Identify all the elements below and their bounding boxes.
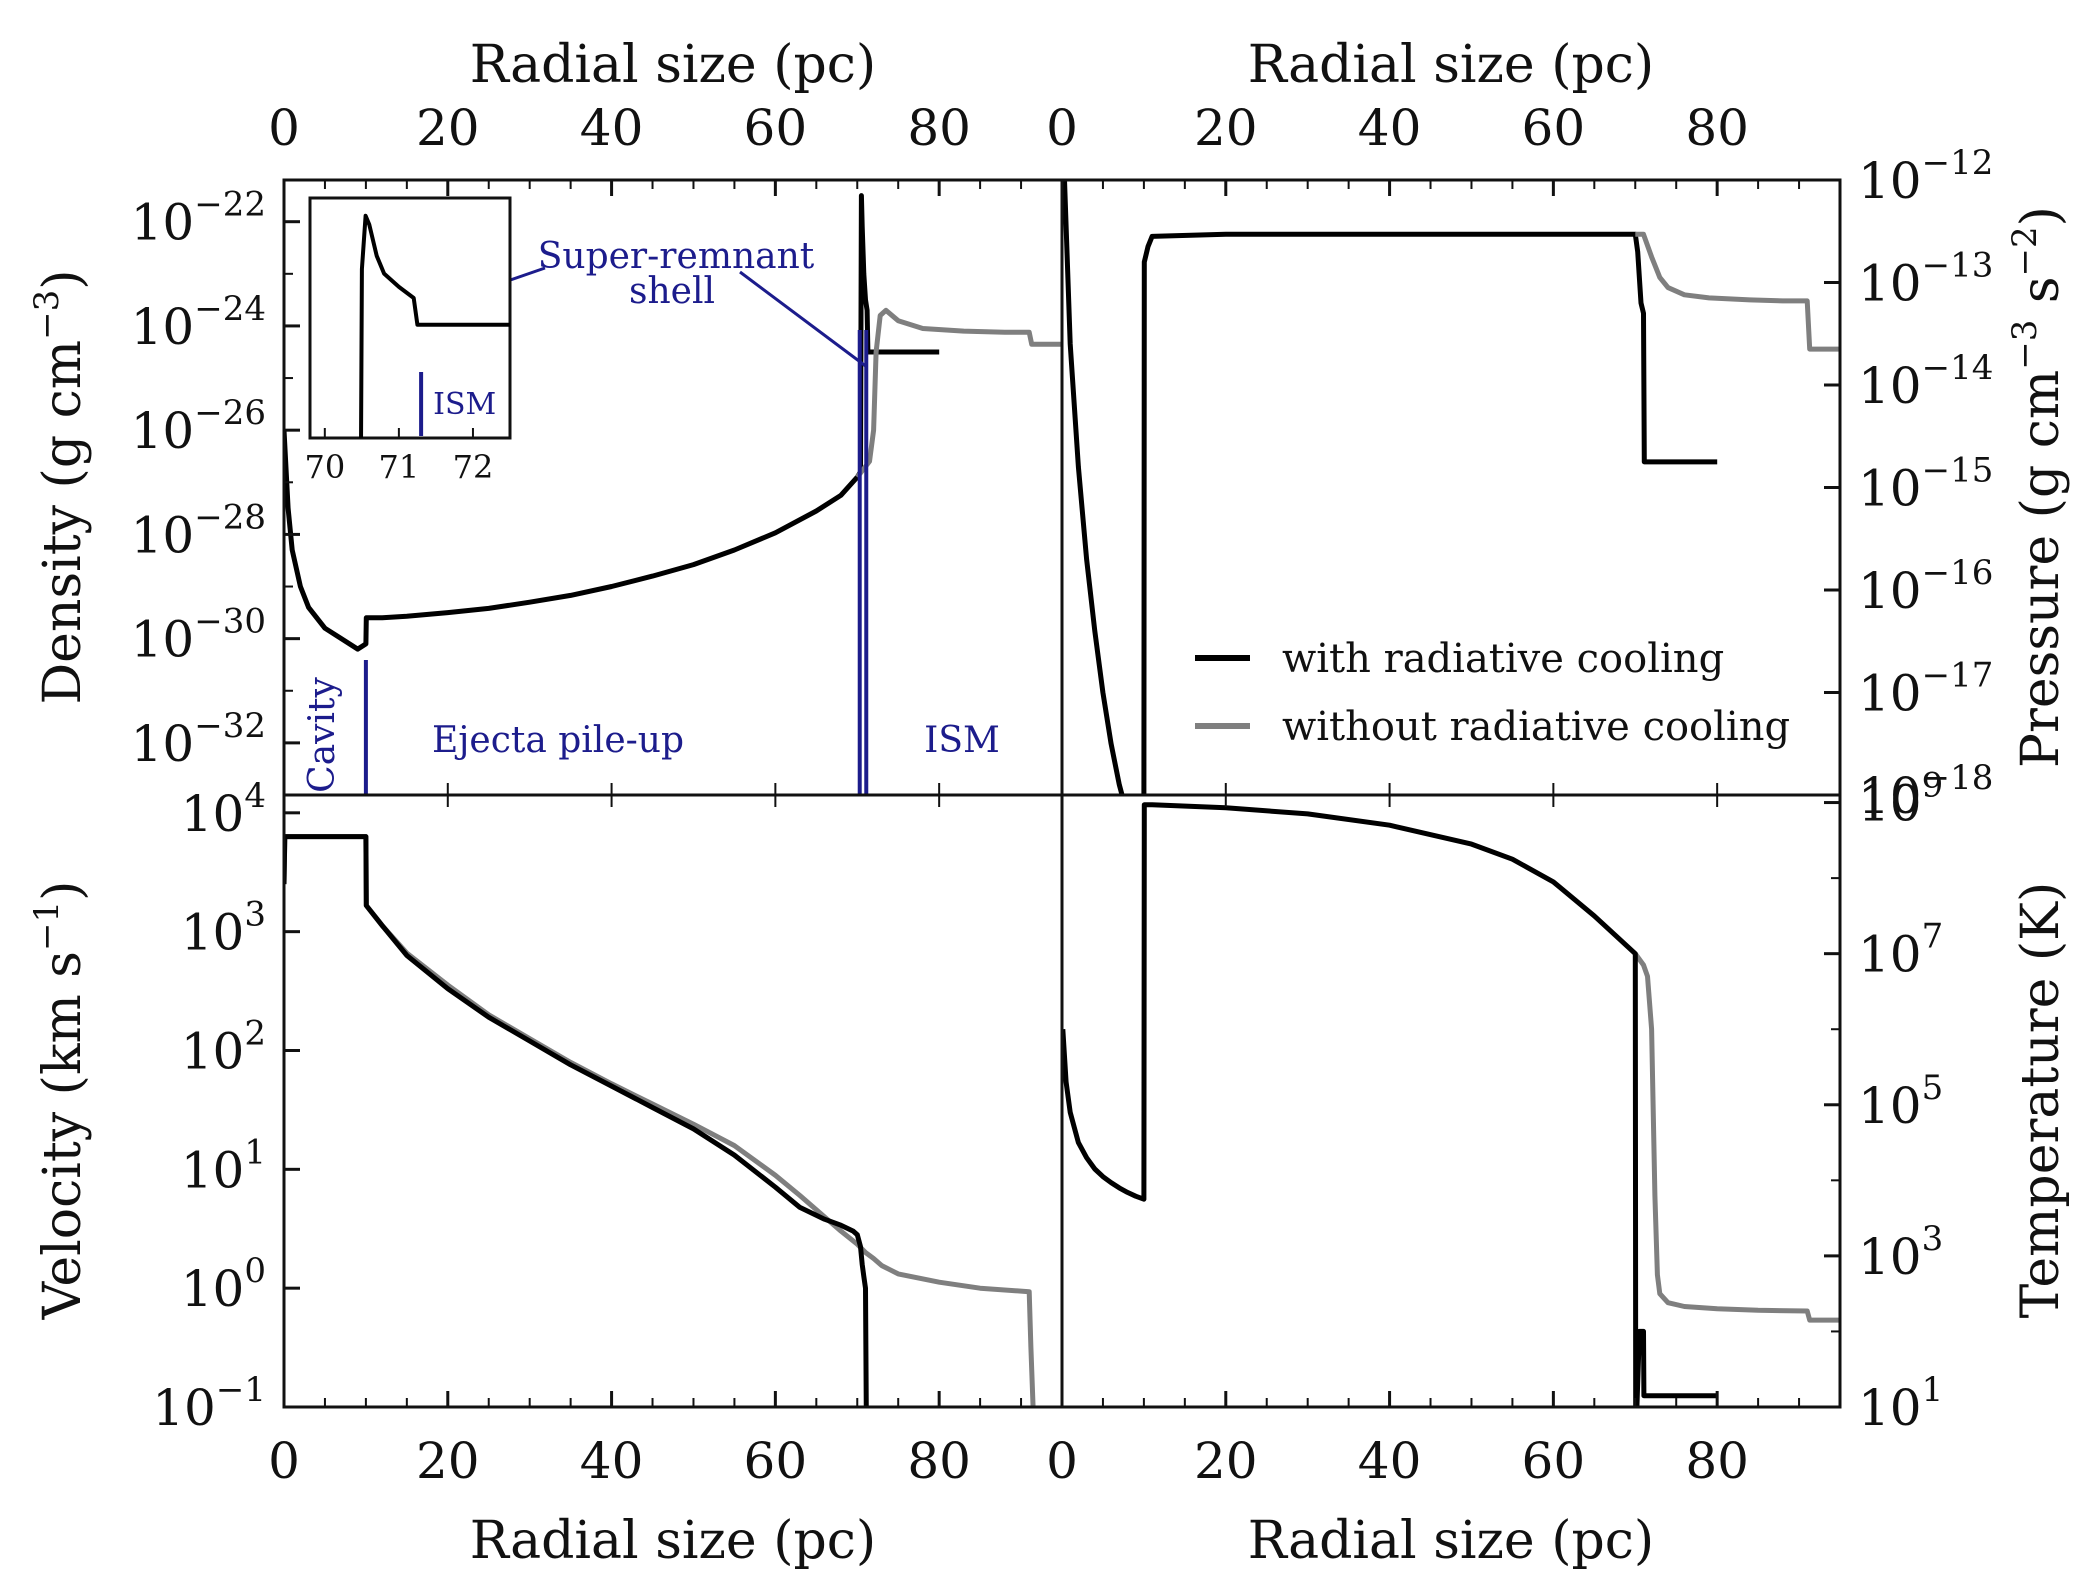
x-tick-label-top: 20 — [416, 99, 480, 157]
density-y-tick-label: 10−30 — [131, 602, 266, 669]
inset-frame — [308, 196, 512, 440]
velocity-y-tick-label: 104 — [181, 776, 266, 843]
pressure-y-tick-label: 10−13 — [1858, 246, 1993, 313]
x-tick-label-bottom: 40 — [1358, 1432, 1422, 1490]
density-y-tick-label: 10−22 — [131, 185, 266, 252]
temperature-series-group — [1062, 802, 1840, 1407]
density-y-tick-label: 10−24 — [131, 289, 266, 356]
pressure-y-tick-label: 10−17 — [1858, 656, 1993, 723]
density-y-tick-label: 10−28 — [131, 497, 266, 564]
pressure-series-without-cooling — [1635, 231, 1840, 352]
x-tick-label-top: 20 — [1194, 99, 1258, 157]
pressure-series-group — [1062, 180, 1840, 795]
temperature-series-with-cooling — [1062, 802, 1718, 1407]
pressure-y-tick-label: 10−12 — [1858, 143, 1993, 210]
legend: with radiative cooling without radiative… — [1195, 636, 1790, 750]
density-y-tick-label: 10−32 — [131, 706, 266, 773]
x-tick-label-bottom: 0 — [1046, 1432, 1078, 1490]
x-tick-label-bottom: 80 — [1685, 1432, 1749, 1490]
pressure-ylabel: Pressure (g cm−3 s−2) — [2005, 206, 2071, 768]
inset-x-tick-label: 71 — [379, 448, 420, 486]
pressure-series-with-cooling — [1062, 180, 1718, 795]
density-series-without-cooling — [855, 307, 1062, 479]
bottom-left-xlabel: Radial size (pc) — [470, 1511, 876, 1571]
x-tick-label-top: 60 — [744, 99, 808, 157]
x-tick-label-bottom: 20 — [416, 1432, 480, 1490]
inset-axis: 70 71 72 — [304, 428, 493, 486]
velocity-y-tick-label: 100 — [181, 1251, 266, 1318]
legend-label-with-cooling: with radiative cooling — [1282, 636, 1724, 682]
x-tick-label-bottom: 20 — [1194, 1432, 1258, 1490]
x-tick-label-top: 0 — [1046, 99, 1078, 157]
density-y-tick-label: 10−26 — [131, 393, 266, 460]
legend-label-without-cooling: without radiative cooling — [1282, 704, 1790, 750]
pressure-y-tick-label: 10−15 — [1858, 451, 1993, 518]
density-ylabel: Density (g cm−3) — [27, 269, 93, 704]
x-tick-label-top: 60 — [1522, 99, 1586, 157]
x-tick-label-top: 40 — [1358, 99, 1422, 157]
annotation-ejecta-pile-up: Ejecta pile-up — [432, 720, 684, 761]
x-tick-label-bottom: 0 — [268, 1432, 300, 1490]
annotation-super-remnant: Super-remnant — [538, 236, 815, 277]
pressure-y-tick-label: 10−18 — [1858, 758, 1993, 825]
density-annotations: Cavity Ejecta pile-up ISM Super-remnantshel… — [302, 236, 1000, 795]
x-tick-label-bottom: 60 — [1522, 1432, 1586, 1490]
x-tick-label-bottom: 40 — [580, 1432, 644, 1490]
inset-x-tick-label: 72 — [453, 448, 494, 486]
pressure-y-tick-label: 10−16 — [1858, 553, 1993, 620]
density-series-with-cooling — [284, 193, 940, 652]
temperature-y-tick-label: 101 — [1858, 1370, 1943, 1437]
bottom-right-xlabel: Radial size (pc) — [1248, 1511, 1654, 1571]
velocity-y-tick-label: 102 — [181, 1013, 266, 1080]
temperature-ylabel: Temperature (K) — [2011, 882, 2071, 1319]
temperature-series-without-cooling — [1633, 952, 1840, 1323]
velocity-y-tick-label: 103 — [181, 895, 266, 962]
inset-series-with-cooling — [359, 213, 510, 438]
top-right-xlabel: Radial size (pc) — [1248, 35, 1654, 95]
axis-ticks: 0 0 20 20 40 40 60 60 80 80 0 0 20 20 40 40 60 60 80 80 10−2… — [131, 99, 1994, 1490]
annotation-shell: shell — [629, 271, 715, 312]
velocity-ylabel: Velocity (km s−1) — [27, 881, 93, 1321]
x-tick-label-bottom: 80 — [907, 1432, 971, 1490]
callout-line-shell — [739, 270, 868, 369]
x-tick-label-top: 80 — [907, 99, 971, 157]
velocity-series-without-cooling — [284, 834, 1036, 1407]
inset-series-group: ISM — [359, 213, 510, 438]
x-tick-label-top: 0 — [268, 99, 300, 157]
inset-ism-label: ISM — [433, 387, 496, 422]
temperature-y-tick-label: 107 — [1858, 917, 1943, 984]
x-tick-label-bottom: 60 — [744, 1432, 808, 1490]
temperature-y-tick-label: 103 — [1858, 1219, 1943, 1286]
annotation-cavity: Cavity — [302, 677, 343, 793]
temperature-y-tick-label: 109 — [1858, 766, 1943, 833]
inset-x-tick-label: 70 — [304, 448, 345, 486]
top-left-xlabel: Radial size (pc) — [470, 35, 876, 95]
velocity-series-with-cooling — [284, 834, 869, 1407]
pressure-y-tick-label: 10−14 — [1858, 348, 1993, 415]
temperature-y-tick-label: 105 — [1858, 1068, 1943, 1135]
velocity-y-tick-label: 101 — [181, 1132, 266, 1199]
annotation-ism: ISM — [924, 720, 1000, 761]
density-series-group — [284, 193, 1062, 652]
x-tick-label-top: 80 — [1685, 99, 1749, 157]
velocity-y-tick-label: 10−1 — [152, 1370, 266, 1437]
x-tick-label-top: 40 — [580, 99, 644, 157]
velocity-series-group — [284, 834, 1036, 1407]
